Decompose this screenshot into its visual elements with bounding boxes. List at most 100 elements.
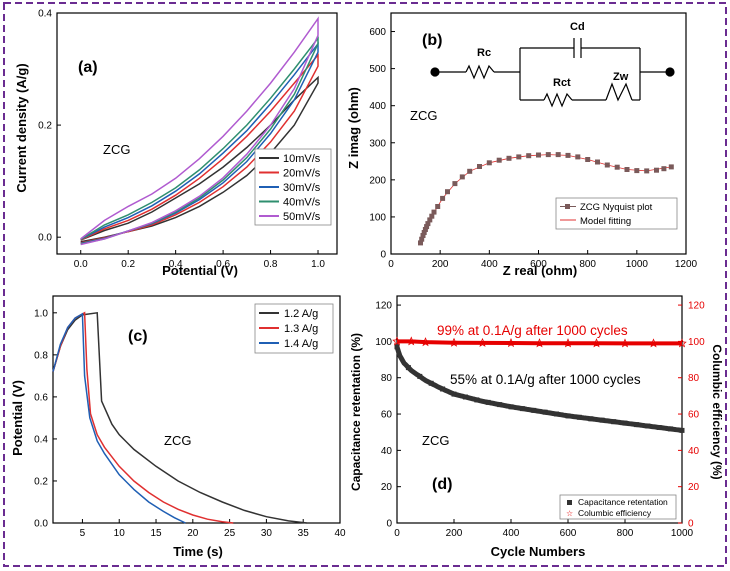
x-tick-label: 0.6 — [216, 259, 230, 270]
efficiency-point — [677, 338, 687, 348]
panel-d-label: (d) — [432, 476, 452, 493]
panel-a-label: (a) — [78, 59, 98, 76]
retention-point — [440, 386, 446, 392]
nyquist-point — [429, 213, 435, 219]
efficiency-point — [392, 336, 402, 346]
x-tick-label: 30 — [261, 528, 273, 539]
efficiency-point — [620, 338, 630, 348]
legend-label: 1.3 A/g — [284, 323, 318, 335]
retention-point — [599, 417, 605, 423]
y-tick-label: 100 — [369, 212, 386, 223]
y-tick-label: 0.4 — [34, 434, 48, 445]
retention-point — [462, 394, 468, 400]
panel-d-xlabel: Cycle Numbers — [491, 544, 586, 559]
gcd-curve-14ag — [52, 312, 186, 524]
figure-border — [3, 2, 727, 567]
retention-point — [565, 413, 571, 419]
legend-label: 50mV/s — [283, 211, 321, 223]
panel-d-annotation: ZCG — [422, 433, 449, 448]
x-tick-label: 200 — [446, 528, 463, 539]
y2-tick-label: 20 — [688, 482, 700, 493]
nyquist-point — [654, 167, 659, 173]
efficiency-point — [648, 338, 659, 348]
panel-c-annotation: ZCG — [164, 433, 191, 448]
nyquist-point — [420, 233, 426, 238]
panel-b: Z imag (ohm) Z real (ohm) (b) ZCG Rc Cd … — [346, 12, 698, 278]
nyquist-point — [452, 181, 458, 187]
nyquist-point — [422, 227, 428, 232]
y-tick-label: 200 — [369, 175, 386, 186]
retention-point — [542, 409, 548, 415]
y-tick-label: 80 — [381, 373, 393, 384]
nyquist-point — [545, 152, 551, 158]
x-tick-label: 40 — [334, 528, 346, 539]
y-tick-label: 0.6 — [34, 392, 48, 403]
panel-d-y2label: Columbic efficiency (%) — [710, 344, 724, 479]
y-tick-label: 120 — [375, 301, 392, 312]
panel-a-xlabel: Potential (V) — [162, 263, 238, 278]
nyquist-point — [668, 164, 674, 170]
y2-tick-label: 100 — [688, 337, 705, 348]
nyquist-point — [565, 152, 571, 158]
retention-point — [611, 419, 617, 425]
legend-swatch-star: ☆ — [566, 509, 573, 518]
cv-curve-40mvs — [80, 35, 319, 245]
gcd-curve-12ag — [52, 311, 307, 524]
retention-point — [428, 380, 434, 386]
y2-tick-label: 40 — [688, 446, 700, 457]
nyquist-point — [435, 204, 441, 209]
y-tick-label: 0.0 — [34, 519, 48, 530]
y2-tick-label: 60 — [688, 410, 700, 421]
panel-c-label: (c) — [128, 328, 148, 345]
nyquist-point — [445, 189, 450, 195]
equivalent-circuit-diagram — [430, 38, 675, 108]
efficiency-point — [506, 337, 516, 348]
y-tick-label: 0.4 — [38, 9, 52, 20]
nyquist-point — [427, 217, 433, 223]
x-tick-label: 800 — [579, 259, 596, 270]
legend-label: Columbic efficiency — [578, 508, 652, 518]
nyquist-point — [424, 224, 430, 230]
y-tick-label: 500 — [369, 64, 386, 75]
circuit-label-cd: Cd — [570, 21, 585, 33]
legend-box — [559, 494, 677, 520]
x-tick-label: 400 — [503, 528, 520, 539]
y-tick-label: 20 — [381, 482, 393, 493]
efficiency-point — [591, 338, 602, 348]
x-tick-label: 20 — [187, 528, 199, 539]
nyquist-point — [467, 168, 473, 174]
efficiency-point — [406, 336, 417, 346]
legend-label: 1.4 A/g — [284, 338, 318, 350]
columbic-efficiency-curve — [397, 339, 682, 346]
nyquist-point — [644, 168, 650, 174]
circuit-label-zw: Zw — [613, 71, 629, 83]
y-tick-label: 0 — [380, 250, 386, 261]
capacitance-retention-curve — [394, 346, 683, 433]
efficiency-point — [449, 337, 459, 347]
legend-label: 10mV/s — [283, 153, 321, 165]
x-tick-label: 0.2 — [121, 259, 135, 270]
nyquist-point — [506, 155, 512, 161]
legend-label: 20mV/s — [283, 168, 321, 180]
y-tick-label: 0.8 — [34, 350, 48, 361]
plot-frame — [52, 295, 341, 524]
efficiency-point — [420, 337, 431, 347]
plot-frame — [56, 12, 338, 255]
y2-tick-label: 120 — [688, 301, 705, 312]
panel-b-xlabel: Z real (ohm) — [503, 263, 577, 278]
retention-point — [519, 406, 525, 412]
nyquist-point — [496, 157, 502, 163]
retention-point — [576, 414, 582, 420]
legend-box — [555, 197, 678, 230]
x-tick-label: 1.0 — [311, 259, 325, 270]
cv-curve-50mvs — [80, 16, 319, 246]
retention-annotation: 55% at 0.1A/g after 1000 cycles — [450, 372, 641, 387]
retention-point — [451, 391, 457, 397]
panel-b-label: (b) — [422, 32, 442, 49]
nyquist-point — [419, 236, 425, 242]
x-tick-label: 0.4 — [169, 259, 183, 270]
nyquist-point — [634, 168, 640, 174]
y-tick-label: 400 — [369, 101, 386, 112]
retention-point — [679, 427, 685, 433]
retention-point — [508, 404, 514, 410]
